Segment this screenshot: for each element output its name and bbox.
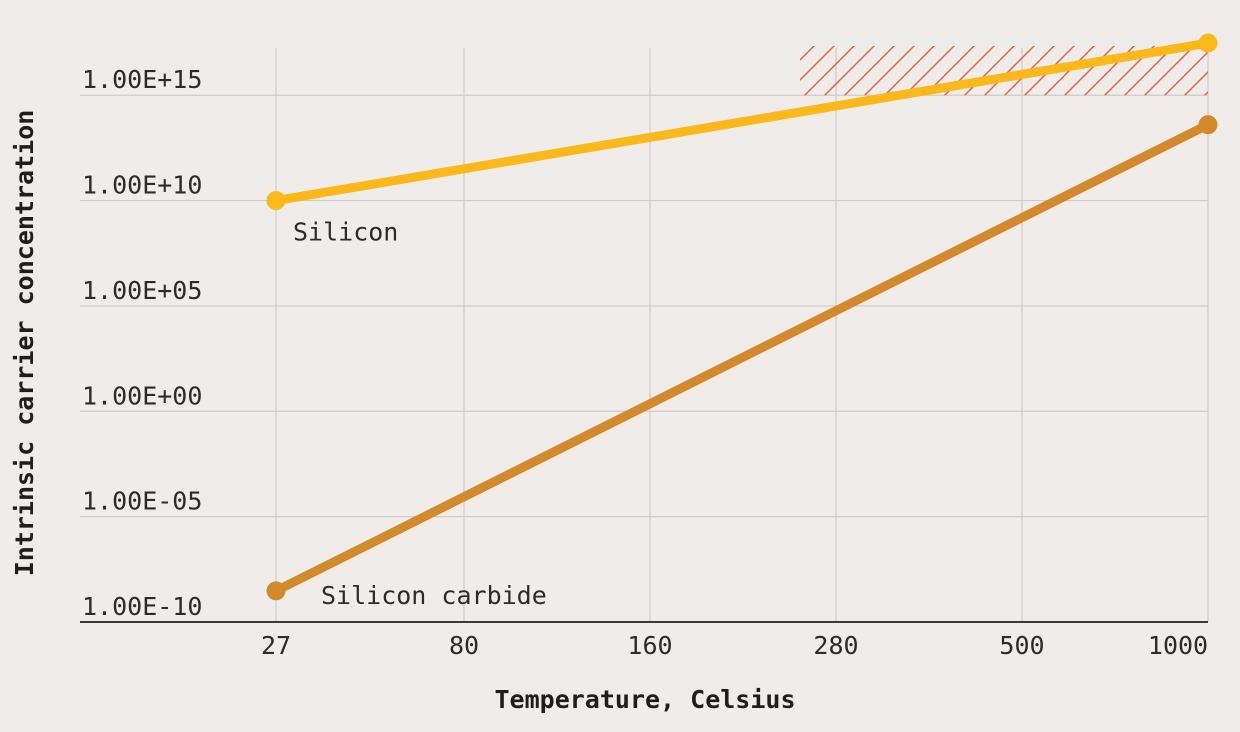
x-tick-label: 80: [449, 631, 479, 660]
x-tick-label: 280: [813, 631, 858, 660]
y-tick-label: 1.00E+05: [82, 276, 202, 305]
y-tick-label: 1.00E+15: [82, 65, 202, 94]
x-tick-label: 27: [261, 631, 291, 660]
y-tick-label: 1.00E-10: [82, 592, 202, 621]
x-axis-ticks: 27 80 160 280 500 1000: [261, 631, 1208, 660]
grid-lines: [80, 48, 1209, 622]
series-label: Silicon carbide: [321, 581, 547, 610]
x-axis-title: Temperature, Celsius: [494, 685, 795, 714]
data-point: [1198, 115, 1218, 135]
x-tick-label: 1000: [1148, 631, 1208, 660]
y-axis-ticks: 1.00E-10 1.00E-05 1.00E+00 1.00E+05 1.00E+10…: [82, 65, 202, 621]
x-tick-label: 160: [627, 631, 672, 660]
y-axis-title: Intrinsic carrier concentration: [10, 110, 39, 577]
data-point: [266, 581, 286, 601]
data-point: [266, 191, 286, 211]
data-point: [1198, 33, 1218, 53]
series-line-silicon-carbide: [271, 120, 1213, 596]
series-line-silicon: [271, 38, 1213, 206]
series-label: Silicon: [293, 218, 398, 247]
y-tick-label: 1.00E-05: [82, 487, 202, 516]
y-tick-label: 1.00E+00: [82, 381, 202, 410]
y-tick-label: 1.00E+10: [82, 171, 202, 200]
series-group: Silicon Silicon carbide: [266, 33, 1218, 610]
x-tick-label: 500: [999, 631, 1044, 660]
